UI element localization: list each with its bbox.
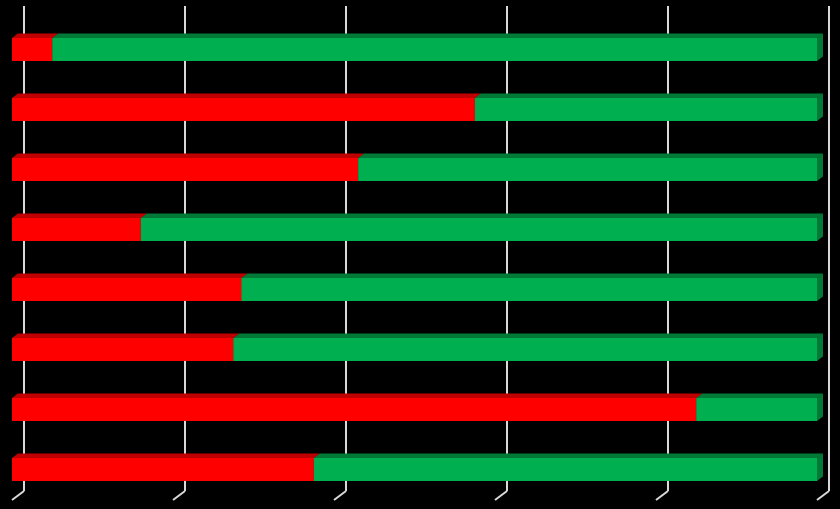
bar-3-series-1 <box>12 158 359 181</box>
gridlines <box>11 6 830 501</box>
bar-4-series-2 <box>140 218 818 241</box>
bar-7-series-1-top <box>12 393 703 398</box>
bar-6-series-2-top <box>233 333 823 338</box>
bar-5-series-1-top <box>12 273 248 278</box>
bar-6-series-1-top <box>12 333 240 338</box>
bar-2-series-1 <box>12 98 475 121</box>
bar-4-series-1-top <box>12 213 147 218</box>
gridline-floor-20 <box>172 490 186 501</box>
gridline-floor-40 <box>333 490 347 501</box>
bar-1-series-2-side <box>817 33 823 61</box>
bar-3-series-1-top <box>12 153 365 158</box>
bar-7-series-2-top <box>696 393 823 398</box>
bar-5-series-2 <box>241 278 818 301</box>
bar-7-series-2-side <box>817 393 823 421</box>
bar-6-series-1 <box>12 338 234 361</box>
bar-4-series-1 <box>12 218 141 241</box>
gridline-floor-100 <box>816 490 830 501</box>
bars <box>12 33 824 481</box>
bar-3-series-2-side <box>817 153 823 181</box>
bar-1-series-1 <box>12 38 53 61</box>
bar-1-series-2 <box>52 38 817 61</box>
bar-7-series-1 <box>12 398 697 421</box>
bar-8-series-2 <box>313 458 817 481</box>
bar-5-series-2-side <box>817 273 823 301</box>
gridline-floor-0 <box>11 490 25 501</box>
bar-3-series-2 <box>358 158 817 181</box>
bar-6-series-2-side <box>817 333 823 361</box>
gridline-floor-60 <box>494 490 508 501</box>
bar-1-series-2-top <box>52 33 823 38</box>
bar-2-series-2-top <box>474 93 823 98</box>
gridline-floor-80 <box>655 490 669 501</box>
bar-8-series-1 <box>12 458 314 481</box>
bar-4-series-2-top <box>140 213 824 218</box>
bar-8-series-2-side <box>817 453 823 481</box>
bar-2-series-2-side <box>817 93 823 121</box>
bar-5-series-1 <box>12 278 242 301</box>
bar-8-series-1-top <box>12 453 320 458</box>
bar-8-series-2-top <box>313 453 823 458</box>
bar-5-series-2-top <box>241 273 824 278</box>
bar-6-series-2 <box>233 338 817 361</box>
bar-2-series-2 <box>474 98 817 121</box>
bar-1-series-1-top <box>12 33 59 38</box>
bar-3-series-2-top <box>358 153 823 158</box>
bar-7-series-2 <box>696 398 817 421</box>
bar-4-series-2-side <box>817 213 823 241</box>
bar-2-series-1-top <box>12 93 481 98</box>
